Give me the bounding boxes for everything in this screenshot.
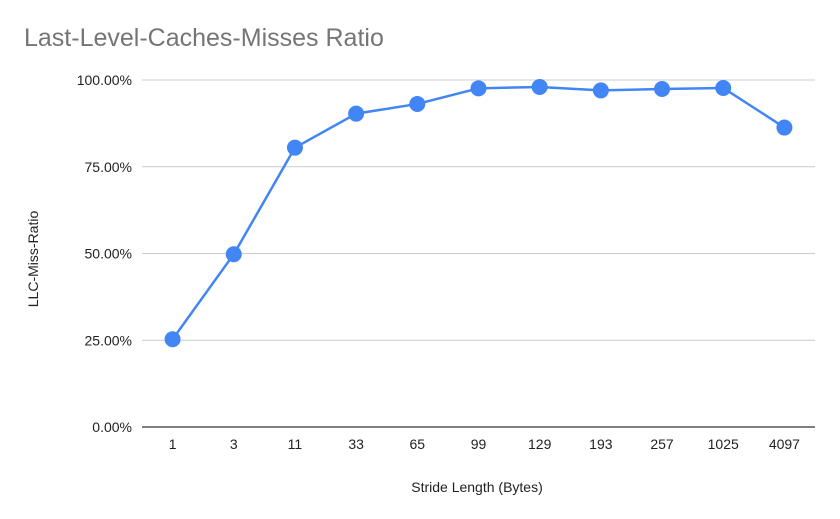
x-tick-label: 1	[169, 436, 177, 452]
data-point[interactable]	[531, 78, 548, 95]
data-point[interactable]	[409, 95, 426, 112]
x-tick-label: 11	[288, 436, 303, 452]
x-tick-label: 1025	[708, 436, 739, 452]
y-tick-label: 25.00%	[85, 332, 132, 348]
gridlines	[142, 79, 815, 428]
x-tick-label: 129	[528, 436, 552, 452]
data-point[interactable]	[592, 82, 609, 99]
series-line	[171, 85, 786, 340]
x-tick-label: 193	[589, 436, 613, 452]
x-tick-label: 99	[471, 436, 487, 452]
data-point[interactable]	[470, 80, 487, 97]
x-tick-label: 3	[230, 436, 238, 452]
y-tick-labels: 0.00% 25.00% 50.00% 75.00% 100.00%	[77, 72, 132, 435]
data-point[interactable]	[348, 105, 365, 122]
x-tick-label: 257	[650, 436, 674, 452]
x-tick-label: 33	[348, 436, 364, 452]
x-tick-label: 4097	[769, 436, 800, 452]
x-axis-label: Stride Length (Bytes)	[411, 479, 543, 495]
x-tick-labels: 1 3 11 33 65 99 129 193 257 1025 4097	[169, 436, 800, 452]
y-tick-label: 100.00%	[77, 72, 132, 88]
y-axis-label: LLC-Miss-Ratio	[25, 211, 41, 308]
y-tick-label: 0.00%	[92, 419, 132, 435]
data-point[interactable]	[164, 331, 181, 348]
data-point[interactable]	[225, 246, 242, 263]
chart-title: Last-Level-Caches-Misses Ratio	[24, 24, 384, 52]
data-point[interactable]	[654, 81, 671, 98]
data-point[interactable]	[776, 119, 793, 136]
x-tick-label: 65	[410, 436, 426, 452]
y-tick-label: 50.00%	[85, 246, 132, 262]
y-tick-label: 75.00%	[85, 159, 132, 175]
data-point[interactable]	[286, 139, 303, 156]
series-layer	[164, 78, 793, 348]
data-point[interactable]	[715, 79, 732, 96]
